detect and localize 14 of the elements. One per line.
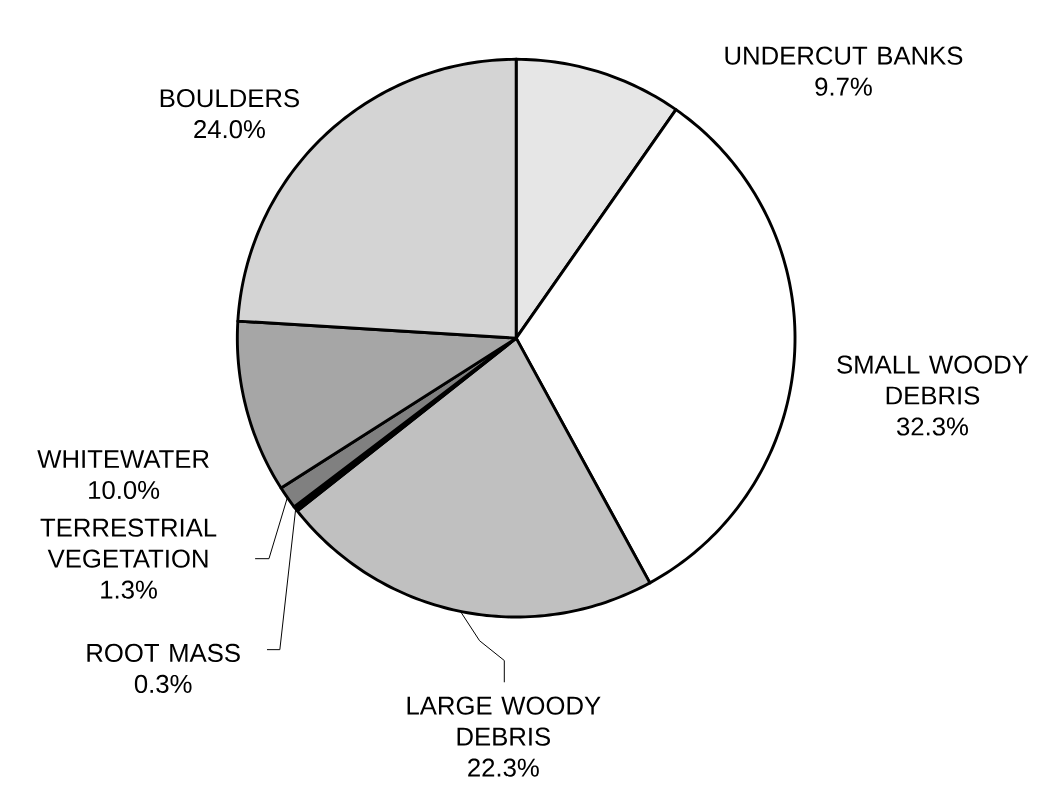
- slice-label: BOULDERS: [160, 89, 299, 108]
- data-label: 22.3%: [468, 758, 539, 777]
- data-label: 1.3%: [101, 580, 157, 599]
- slice-label: SMALL WOODY DEBRIS: [837, 355, 1029, 405]
- data-label: 0.3%: [134, 674, 192, 694]
- legend-label: TERRESTRIAL VEGETATION: [40, 518, 217, 568]
- slice-label: LARGE WOODY DEBRIS: [407, 696, 601, 746]
- slice-label: UNDERCUT BANKS: [725, 46, 963, 65]
- slice-label: ROOT MASS: [87, 643, 240, 663]
- slice-label: WHITEWATER: [37, 450, 209, 468]
- data-label: 32.3%: [896, 417, 968, 436]
- data-label: 24.0%: [194, 120, 265, 139]
- data-label: 9.7%: [815, 77, 872, 96]
- data-label: 10.0%: [89, 480, 160, 500]
